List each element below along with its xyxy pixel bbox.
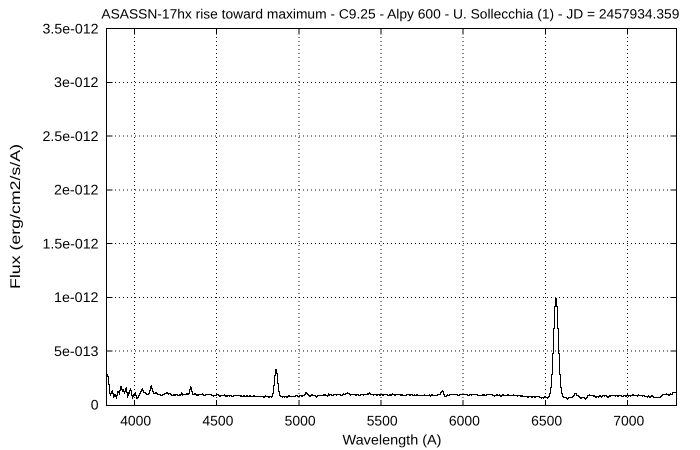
- svg-text:7000: 7000: [613, 412, 644, 428]
- svg-text:6500: 6500: [531, 412, 562, 428]
- svg-text:2e-012: 2e-012: [54, 182, 99, 198]
- svg-text:4500: 4500: [202, 412, 233, 428]
- svg-text:Wavelength (A): Wavelength (A): [343, 431, 442, 447]
- svg-text:Flux (erg/cm2/s/A): Flux (erg/cm2/s/A): [7, 144, 23, 289]
- svg-text:5e-013: 5e-013: [54, 343, 99, 359]
- svg-text:6000: 6000: [449, 412, 480, 428]
- svg-text:2.5e-012: 2.5e-012: [43, 128, 99, 144]
- svg-text:0: 0: [91, 397, 99, 413]
- svg-text:3.5e-012: 3.5e-012: [43, 20, 99, 36]
- svg-text:3e-012: 3e-012: [54, 74, 99, 90]
- svg-text:4000: 4000: [120, 412, 151, 428]
- svg-text:5000: 5000: [285, 412, 316, 428]
- svg-text:5500: 5500: [367, 412, 398, 428]
- svg-text:1e-012: 1e-012: [54, 289, 99, 305]
- svg-text:1.5e-012: 1.5e-012: [43, 235, 99, 251]
- svg-text:ASASSN-17hx rise toward maximu: ASASSN-17hx rise toward maximum - C9.25 …: [101, 7, 679, 22]
